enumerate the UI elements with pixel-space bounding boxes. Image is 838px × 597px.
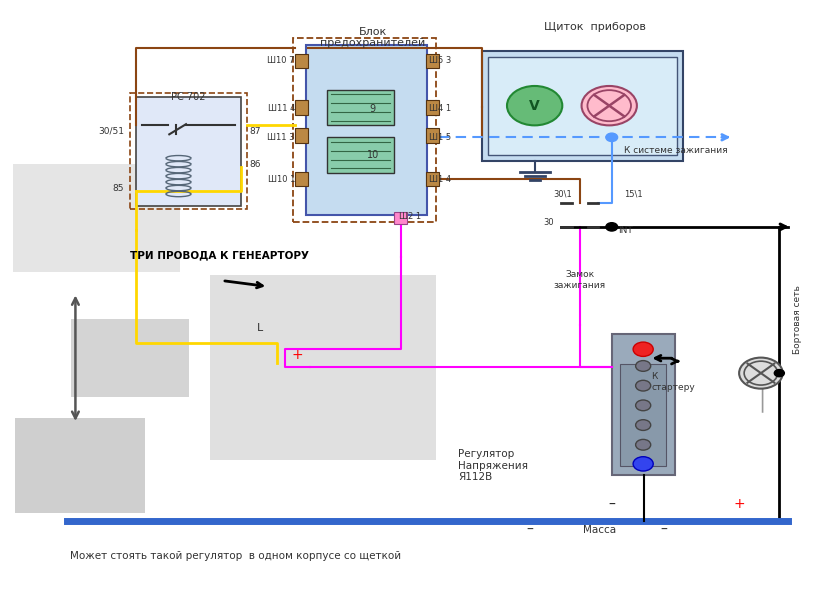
Bar	[426, 54, 439, 68]
Bar	[71, 319, 189, 397]
Bar	[394, 212, 407, 224]
Bar	[482, 51, 683, 161]
Text: РС 702: РС 702	[171, 93, 206, 102]
Text: Ш1 5: Ш1 5	[429, 133, 451, 142]
Bar	[293, 38, 436, 222]
Text: Ш10 1: Ш10 1	[267, 174, 295, 184]
Circle shape	[634, 342, 654, 356]
Text: –: –	[608, 497, 615, 512]
Text: Может стоять такой регулятор  в одном корпусе со щеткой: Может стоять такой регулятор в одном кор…	[70, 552, 401, 561]
Bar	[136, 97, 241, 206]
Circle shape	[635, 380, 650, 391]
Text: V: V	[530, 99, 540, 113]
Bar	[426, 100, 439, 115]
Bar	[327, 137, 394, 173]
Bar	[13, 164, 180, 272]
Text: Масса: Масса	[583, 525, 617, 534]
Text: +: +	[292, 348, 303, 362]
Circle shape	[635, 400, 650, 411]
Text: L: L	[256, 324, 263, 333]
Text: Ш5 3: Ш5 3	[429, 56, 452, 66]
Text: ТРИ ПРОВОДА К ГЕНЕАРТОРУ: ТРИ ПРОВОДА К ГЕНЕАРТОРУ	[130, 251, 309, 260]
Text: –: –	[526, 522, 533, 537]
Bar	[210, 275, 436, 460]
Bar	[327, 90, 394, 125]
Bar	[488, 57, 677, 155]
Text: Ш2 1: Ш2 1	[399, 211, 421, 221]
Text: 15\1: 15\1	[624, 189, 643, 198]
Text: –: –	[660, 522, 667, 537]
Text: К
стартеру: К стартеру	[651, 373, 695, 392]
Bar	[295, 100, 308, 115]
Text: 30/51: 30/51	[98, 127, 124, 136]
Bar	[15, 418, 145, 513]
Bar	[295, 128, 308, 143]
Bar	[612, 334, 675, 475]
Text: Ш4 1: Ш4 1	[429, 104, 451, 113]
Text: INT: INT	[618, 226, 634, 235]
Text: Ш1 4: Ш1 4	[429, 174, 451, 184]
Circle shape	[507, 86, 562, 125]
Circle shape	[774, 370, 784, 377]
Text: Щиток  приборов: Щиток приборов	[544, 22, 646, 32]
Text: 10: 10	[367, 150, 379, 160]
Bar	[295, 172, 308, 186]
Bar	[130, 93, 247, 209]
Text: Блок
предохранителей: Блок предохранителей	[320, 27, 426, 48]
Circle shape	[739, 358, 783, 389]
Text: 86: 86	[250, 159, 261, 169]
Circle shape	[635, 439, 650, 450]
Circle shape	[635, 420, 650, 430]
Text: 9: 9	[370, 104, 376, 113]
Text: 87: 87	[250, 127, 261, 136]
Text: Замок
зажигания: Замок зажигания	[554, 270, 606, 290]
Circle shape	[606, 133, 618, 141]
Text: Регулятор
Напряжения
Я112В: Регулятор Напряжения Я112В	[458, 449, 529, 482]
Bar	[295, 54, 308, 68]
Text: 85: 85	[112, 183, 124, 193]
Text: Бортовая сеть: Бортовая сеть	[794, 285, 802, 354]
Circle shape	[635, 361, 650, 371]
Text: 30: 30	[544, 218, 554, 227]
Text: Ш11 4: Ш11 4	[267, 104, 295, 113]
Text: Ш10 7: Ш10 7	[267, 56, 295, 66]
Circle shape	[634, 457, 654, 471]
Text: 30\1: 30\1	[554, 189, 572, 198]
Text: Ш11 3: Ш11 3	[267, 133, 295, 142]
Circle shape	[606, 223, 618, 231]
Bar	[306, 45, 427, 215]
Bar	[426, 172, 439, 186]
Bar	[620, 364, 666, 466]
Text: +: +	[733, 497, 745, 512]
Circle shape	[582, 86, 637, 125]
Text: К системе зажигания: К системе зажигания	[623, 146, 727, 155]
Bar	[426, 128, 439, 143]
